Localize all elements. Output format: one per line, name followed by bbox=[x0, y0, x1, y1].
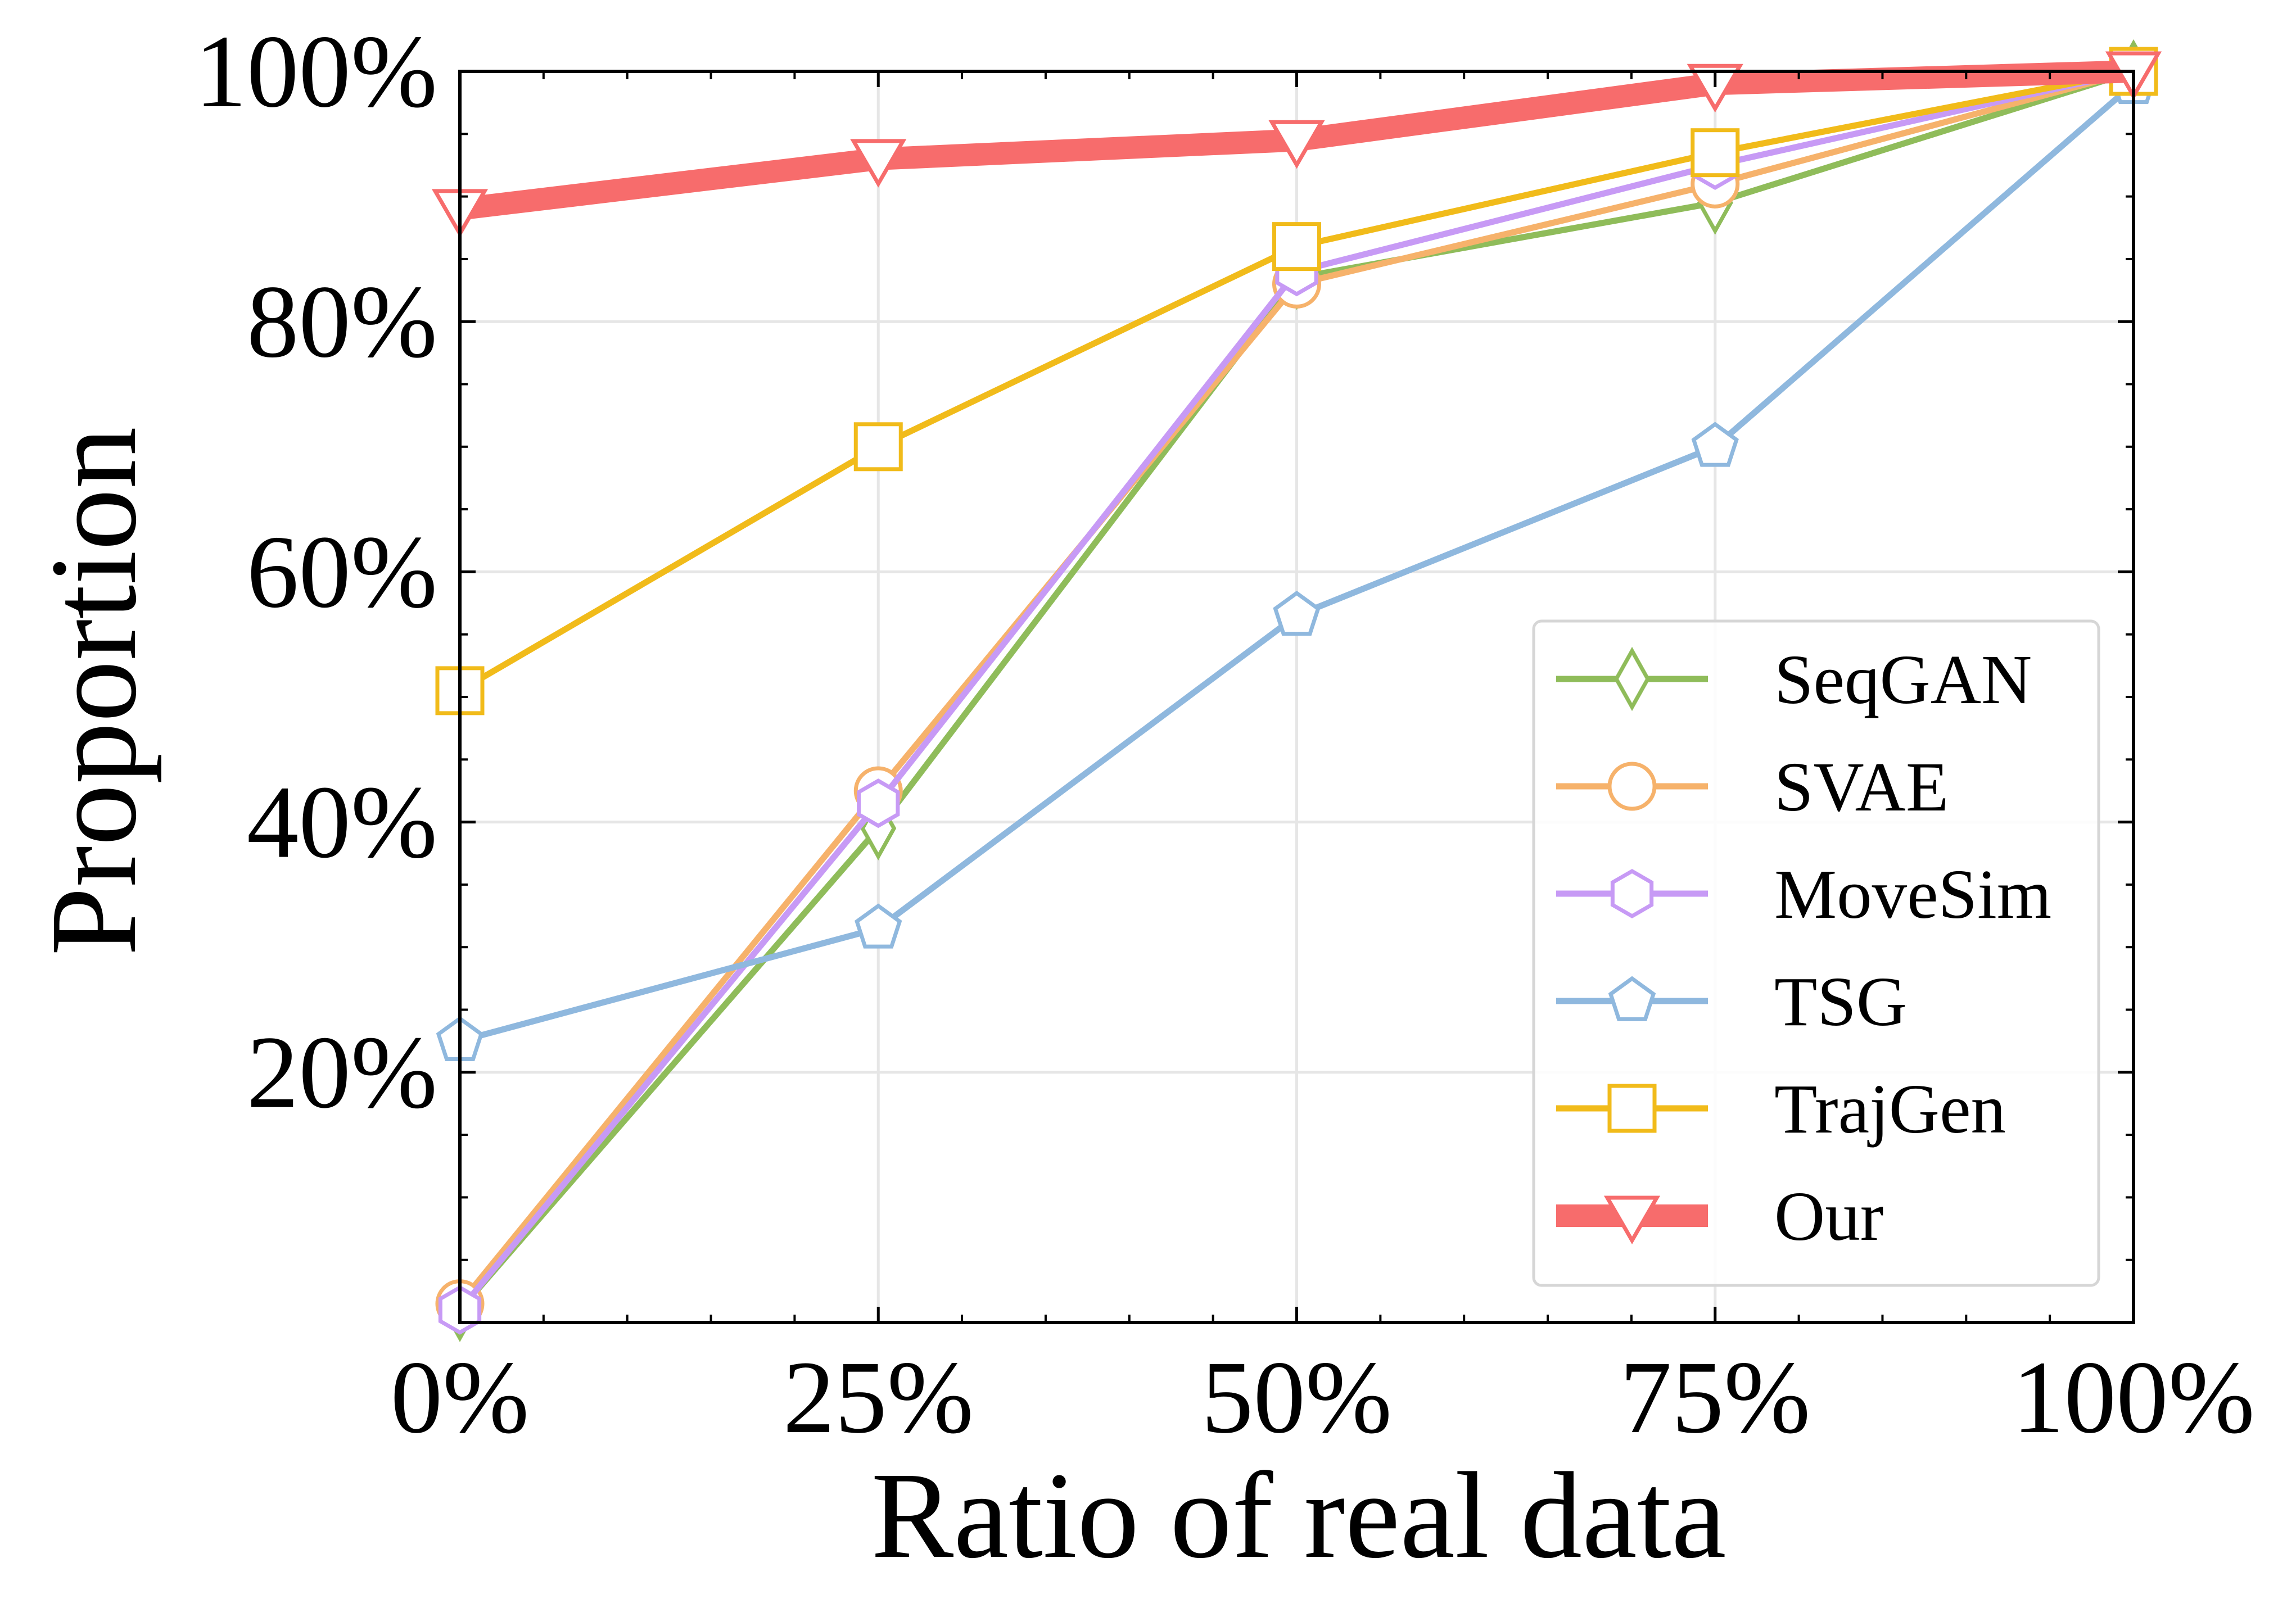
x-tick-label: 25% bbox=[783, 1340, 974, 1455]
y-tick-label: 100% bbox=[195, 14, 437, 129]
y-axis-label: Proportion bbox=[25, 427, 162, 955]
x-tick-label: 0% bbox=[391, 1340, 530, 1455]
data-point bbox=[1687, 64, 1743, 113]
legend-label: SeqGAN bbox=[1774, 641, 2032, 719]
legend-entry-seqgan: SeqGAN bbox=[1556, 641, 2032, 719]
legend-label: TSG bbox=[1774, 963, 1907, 1041]
legend-marker bbox=[1607, 762, 1657, 811]
data-point bbox=[1272, 222, 1321, 271]
legend-label: Our bbox=[1774, 1178, 1883, 1256]
x-tick-label: 50% bbox=[1201, 1340, 1392, 1455]
y-tick-label: 80% bbox=[247, 264, 437, 379]
data-point bbox=[1268, 120, 1325, 169]
legend-marker bbox=[1608, 976, 1656, 1021]
legend-label: TrajGen bbox=[1774, 1071, 2006, 1148]
legend-entry-tsg: TSG bbox=[1556, 963, 1907, 1041]
legend-marker bbox=[1613, 646, 1651, 712]
legend-marker bbox=[1603, 1195, 1661, 1244]
legend-entry-movesim: MoveSim bbox=[1556, 856, 2051, 934]
x-tick-label: 75% bbox=[1620, 1340, 1810, 1455]
y-tick-label: 60% bbox=[247, 514, 437, 629]
y-tick-label: 20% bbox=[247, 1015, 437, 1130]
data-point bbox=[855, 903, 902, 949]
x-tick-label: 100% bbox=[2012, 1340, 2255, 1455]
x-axis-label: Ratio of real data bbox=[871, 1447, 1726, 1584]
data-point bbox=[1691, 422, 1739, 467]
data-point bbox=[1691, 128, 1740, 178]
legend-label: MoveSim bbox=[1774, 856, 2051, 934]
data-point bbox=[1273, 590, 1321, 636]
legend-marker bbox=[1610, 868, 1654, 919]
data-point bbox=[857, 778, 900, 828]
data-point bbox=[853, 422, 903, 472]
legend-label: SVAE bbox=[1774, 749, 1949, 826]
y-tick-label: 40% bbox=[247, 765, 437, 880]
legend: SeqGAN SVAE MoveSim TSG TrajGen Our bbox=[1532, 619, 2100, 1287]
legend-entry-svae: SVAE bbox=[1556, 749, 1949, 826]
data-point bbox=[850, 139, 907, 188]
legend-marker bbox=[1607, 1084, 1657, 1133]
axes: 0% 25% 50% 75% 100% 20% 40% 60% 80% 100% bbox=[195, 14, 2254, 1455]
series-tsg bbox=[436, 58, 2158, 1062]
legend-entry-our: Our bbox=[1556, 1178, 1883, 1256]
legend-entry-trajgen: TrajGen bbox=[1556, 1071, 2006, 1148]
